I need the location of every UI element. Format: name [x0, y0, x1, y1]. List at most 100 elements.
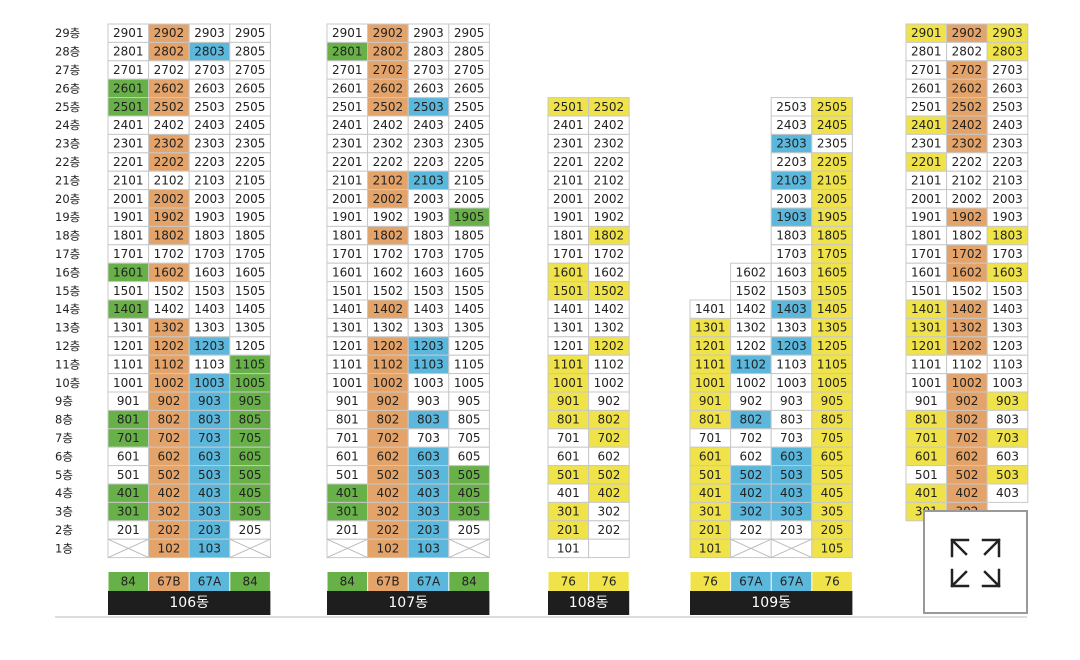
unit-number: 1005	[235, 376, 266, 390]
unit-number: 1101	[113, 357, 144, 371]
unit-number: 2401	[332, 118, 363, 132]
unit-number: 1403	[776, 302, 807, 316]
unit-number: 201	[557, 523, 580, 537]
unit-number: 1501	[113, 284, 144, 298]
unit-number: 605	[821, 449, 844, 463]
unit-number: 702	[157, 431, 180, 445]
unit-number: 1703	[413, 247, 444, 261]
unit-number: 2701	[911, 63, 942, 77]
unit-number: 1703	[776, 247, 807, 261]
unit-number: 205	[239, 523, 262, 537]
unit-number: 1801	[113, 229, 144, 243]
unit-number: 2803	[194, 45, 225, 59]
unit-number: 1202	[594, 339, 625, 353]
unit-number: 1105	[454, 357, 485, 371]
unit-number: 1103	[992, 357, 1023, 371]
empty-cross	[448, 538, 490, 559]
unit-number: 1002	[736, 376, 767, 390]
building-name: 106동	[169, 595, 209, 611]
unit-number: 1705	[235, 247, 266, 261]
floor-label: 25층	[55, 100, 80, 114]
unit-number: 1601	[113, 265, 144, 279]
unit-number: 401	[915, 486, 938, 500]
unit-number: 701	[915, 431, 938, 445]
building-bar	[327, 591, 490, 615]
unit-number: 202	[157, 523, 180, 537]
unit-number: 2103	[776, 173, 807, 187]
unit-number: 2503	[992, 100, 1023, 114]
unit-number: 1602	[736, 265, 767, 279]
unit-number: 903	[780, 394, 803, 408]
unit-number: 505	[821, 468, 844, 482]
unit-number: 1402	[373, 302, 404, 316]
unit-number: 1905	[454, 210, 485, 224]
floor-label: 20층	[55, 192, 80, 206]
unit-number: 602	[376, 449, 399, 463]
unit-number: 2603	[413, 81, 444, 95]
unit-number: 2101	[553, 173, 584, 187]
unit-number: 402	[157, 486, 180, 500]
unit-number: 1105	[817, 357, 848, 371]
expand-button[interactable]	[923, 510, 1028, 614]
unit-number: 605	[239, 449, 262, 463]
unit-number: 1205	[817, 339, 848, 353]
unit-number: 2003	[413, 192, 444, 206]
unit-number: 1102	[952, 357, 983, 371]
unit-number: 802	[739, 413, 762, 427]
unit-number: 1402	[154, 302, 185, 316]
unit-number: 2002	[952, 192, 983, 206]
unit-number: 1001	[553, 376, 584, 390]
floor-label: 21층	[55, 173, 80, 187]
unit-number: 1001	[332, 376, 363, 390]
unit-number: 1903	[413, 210, 444, 224]
unit-number: 1401	[332, 302, 363, 316]
unit-number: 902	[955, 394, 978, 408]
unit-number: 101	[699, 541, 722, 555]
building-bar	[690, 591, 853, 615]
unit-number: 1201	[911, 339, 942, 353]
floor-label: 29층	[55, 26, 80, 40]
unit-type	[548, 572, 589, 591]
unit-number: 1403	[992, 302, 1023, 316]
unit-number: 503	[996, 468, 1019, 482]
unit-cell	[986, 483, 1029, 503]
unit-number: 1401	[553, 302, 584, 316]
unit-number: 805	[821, 413, 844, 427]
unit-number: 1702	[952, 247, 983, 261]
floor-label: 11층	[55, 357, 80, 371]
unit-number: 2103	[992, 173, 1023, 187]
unit-number: 2701	[332, 63, 363, 77]
unit-number: 2602	[952, 81, 983, 95]
floor-label: 8층	[55, 413, 73, 427]
floor-label: 3층	[55, 505, 73, 519]
unit-number: 1203	[194, 339, 225, 353]
unit-number: 2302	[594, 137, 625, 151]
unit-number: 1301	[553, 321, 584, 335]
unit-number: 105	[821, 541, 844, 555]
unit-number: 2205	[454, 155, 485, 169]
unit-number: 2305	[817, 137, 848, 151]
unit-number: 2502	[373, 100, 404, 114]
unit-number: 1603	[776, 265, 807, 279]
unit-number: 1103	[413, 357, 444, 371]
unit-number: 402	[376, 486, 399, 500]
unit-number: 301	[699, 505, 722, 519]
unit-type-label: 84	[121, 575, 136, 589]
unit-number: 2803	[992, 45, 1023, 59]
unit-number: 2301	[553, 137, 584, 151]
unit-number: 1205	[235, 339, 266, 353]
unit-number: 1603	[992, 265, 1023, 279]
unit-number: 2402	[373, 118, 404, 132]
unit-number: 1502	[154, 284, 185, 298]
unit-number: 2005	[454, 192, 485, 206]
unit-number: 1802	[952, 229, 983, 243]
unit-number: 2201	[911, 155, 942, 169]
unit-number: 103	[417, 541, 440, 555]
unit-number: 405	[458, 486, 481, 500]
unit-number: 1703	[992, 247, 1023, 261]
unit-number: 2903	[194, 26, 225, 40]
unit-number: 2202	[952, 155, 983, 169]
unit-number: 2503	[194, 100, 225, 114]
unit-number: 901	[117, 394, 140, 408]
building-bar	[108, 591, 271, 615]
